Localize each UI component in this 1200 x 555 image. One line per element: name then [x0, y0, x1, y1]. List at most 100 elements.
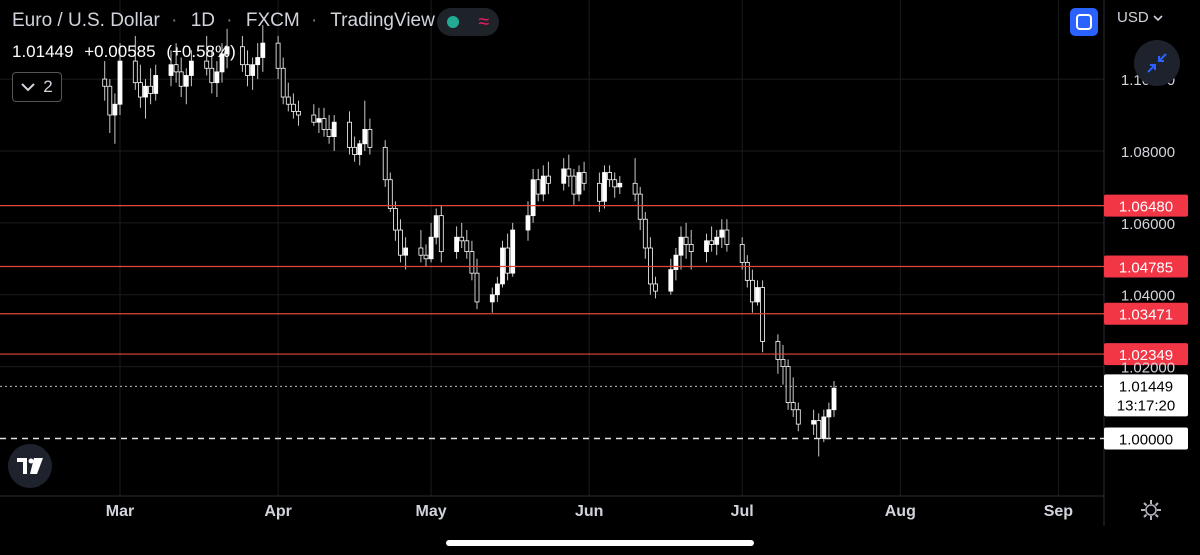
candle [137, 64, 143, 108]
candle-body [714, 236, 720, 245]
candle [132, 35, 138, 90]
candle-body [112, 103, 118, 116]
candle [326, 115, 332, 144]
currency-selector[interactable]: USD [1117, 9, 1163, 26]
candle [296, 100, 301, 126]
candle [719, 219, 725, 248]
candle [566, 154, 572, 187]
candle-body [173, 64, 179, 73]
candle-body [137, 82, 143, 98]
candle-body [607, 172, 612, 181]
candle-body [107, 85, 113, 116]
fullscreen-icon [1076, 14, 1092, 30]
candle [204, 35, 210, 76]
level-price-label: 1.06480 [1119, 199, 1173, 216]
candle [642, 212, 648, 259]
candle-body [403, 247, 409, 256]
candle [760, 280, 765, 353]
price-tick-label: 1.02000 [1121, 360, 1175, 377]
candle-body [438, 215, 444, 252]
candle [744, 255, 750, 288]
candle-body [790, 402, 796, 411]
candle-body [357, 143, 363, 155]
level-price-label: 1.04785 [1119, 260, 1173, 277]
candle [673, 248, 679, 281]
price-change-percent: (+0.58%) [166, 42, 236, 61]
candle-body [744, 261, 750, 281]
chevron-down-icon [21, 82, 35, 91]
candle [311, 104, 317, 126]
candle-body [316, 118, 322, 123]
candle [423, 244, 429, 266]
price-change: +0.00585 [84, 42, 156, 61]
source-label: TradingView [330, 10, 435, 31]
candle-body [673, 254, 679, 270]
level-price-label-bg [1104, 302, 1188, 325]
candle-body [760, 287, 765, 342]
price-tick-label: 1.08000 [1121, 144, 1175, 161]
wave-icon: ≈ [478, 11, 490, 33]
candle [168, 50, 174, 87]
candle [117, 43, 123, 116]
level-price-label: 1.03471 [1119, 307, 1173, 324]
candle-body [571, 175, 577, 195]
candle-body [280, 67, 286, 98]
level-price-label-bg [1104, 255, 1188, 278]
candle-body [617, 182, 623, 188]
indicator-count: 2 [43, 77, 53, 96]
candle [188, 50, 194, 87]
candle [107, 79, 113, 133]
market-status-pill[interactable]: ≈ [437, 8, 499, 36]
settings-gear-icon[interactable] [1140, 499, 1162, 521]
candle [347, 111, 352, 155]
candle-body [540, 175, 546, 195]
candle [255, 43, 261, 80]
candle [617, 176, 623, 195]
candle [530, 168, 536, 223]
candle-body [535, 179, 541, 195]
candle-body [576, 172, 582, 195]
candle-body [209, 67, 215, 84]
candle [357, 140, 363, 166]
collapse-button[interactable] [1134, 40, 1180, 86]
candle-body [321, 118, 327, 130]
candle-body [775, 341, 781, 360]
candle-body [510, 229, 516, 274]
candle [688, 230, 694, 270]
candle-body [255, 57, 261, 66]
candle-body [178, 71, 184, 87]
symbol-header[interactable]: Euro / U.S. Dollar · 1D · FXCM · Trading… [12, 10, 441, 32]
candle-body [296, 111, 301, 116]
candle-body [326, 128, 332, 137]
candle-body [132, 60, 138, 84]
candle [489, 287, 495, 313]
candle-body [780, 359, 786, 368]
price-tick-label: 1.06000 [1121, 216, 1175, 233]
candle [653, 276, 658, 299]
candle-body [352, 146, 358, 155]
candle [546, 161, 551, 195]
candle [561, 158, 567, 191]
parity-label: 1.00000 [1119, 431, 1173, 448]
candle [459, 222, 465, 248]
candle-body [688, 244, 694, 252]
time-tick-label: Jul [731, 503, 754, 520]
chart-grid [0, 0, 1104, 496]
candle-body [367, 128, 373, 148]
indicators-toggle-button[interactable]: 2 [12, 72, 62, 102]
candle [398, 219, 403, 263]
candle [790, 377, 796, 417]
time-tick-label: May [416, 503, 447, 520]
candle-body [224, 46, 230, 55]
candle [290, 93, 296, 119]
candle [418, 230, 424, 263]
candle-body [245, 64, 250, 76]
candle-body [546, 175, 551, 184]
fullscreen-button[interactable] [1070, 8, 1098, 36]
candle [382, 140, 388, 187]
candle [245, 50, 250, 87]
tradingview-logo[interactable] [8, 444, 52, 488]
candle [352, 136, 358, 162]
candle-body [362, 128, 368, 145]
